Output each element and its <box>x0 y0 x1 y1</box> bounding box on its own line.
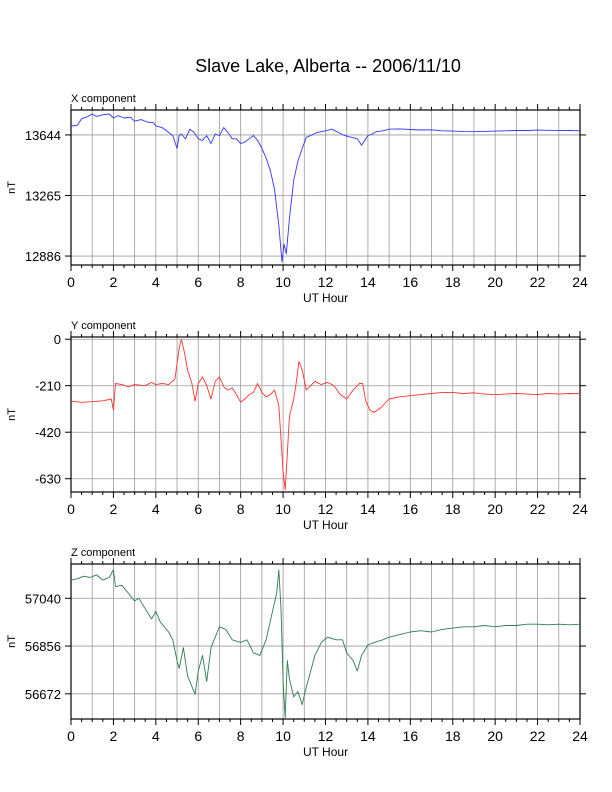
x-tick-label: 8 <box>237 728 245 744</box>
x-axis-label: UT Hour <box>303 291 348 305</box>
x-tick-label: 22 <box>530 274 546 290</box>
x-tick-label: 4 <box>152 501 160 517</box>
x-tick-label: 6 <box>194 501 202 517</box>
panel-label: Y component <box>71 320 136 332</box>
x-tick-label: 14 <box>360 728 376 744</box>
x-tick-label: 10 <box>275 501 291 517</box>
x-tick-label: 22 <box>530 728 546 744</box>
x-tick-label: 20 <box>487 274 503 290</box>
chart-title: Slave Lake, Alberta -- 2006/11/10 <box>195 56 461 76</box>
y-tick-label: 12886 <box>25 249 61 264</box>
y-tick-label: -420 <box>35 425 61 440</box>
data-series-line <box>70 338 581 491</box>
data-series-line <box>70 113 581 263</box>
x-tick-label: 10 <box>275 728 291 744</box>
x-tick-label: 0 <box>67 501 75 517</box>
x-tick-label: 20 <box>487 501 503 517</box>
x-tick-label: 8 <box>237 501 245 517</box>
x-tick-label: 18 <box>445 728 461 744</box>
x-tick-label: 16 <box>403 728 419 744</box>
x-tick-label: 4 <box>152 728 160 744</box>
y-tick-label: 56856 <box>25 639 61 654</box>
x-tick-label: 14 <box>360 501 376 517</box>
panel-label: X component <box>71 93 136 105</box>
y-tick-label: -210 <box>35 379 61 394</box>
y-tick-label: -630 <box>35 472 61 487</box>
x-axis-label: UT Hour <box>303 745 348 759</box>
x-tick-label: 12 <box>318 274 334 290</box>
x-tick-label: 16 <box>403 501 419 517</box>
x-tick-label: 10 <box>275 274 291 290</box>
x-tick-label: 2 <box>110 501 118 517</box>
x-tick-label: 20 <box>487 728 503 744</box>
x-tick-label: 18 <box>445 501 461 517</box>
x-axis-label: UT Hour <box>303 518 348 532</box>
x-tick-label: 24 <box>572 501 588 517</box>
data-series-line <box>70 569 581 719</box>
x-tick-label: 4 <box>152 274 160 290</box>
x-tick-label: 2 <box>110 728 118 744</box>
y-tick-label: 0 <box>54 332 61 347</box>
y-axis-label: nT <box>6 408 18 421</box>
y-tick-label: 13644 <box>25 128 61 143</box>
x-tick-label: 6 <box>194 728 202 744</box>
y-axis-label: nT <box>6 181 18 194</box>
panel-label: Z component <box>71 547 135 559</box>
x-tick-label: 12 <box>318 728 334 744</box>
x-tick-label: 0 <box>67 274 75 290</box>
y-tick-label: 57040 <box>25 591 61 606</box>
x-tick-label: 16 <box>403 274 419 290</box>
y-tick-label: 56672 <box>25 687 61 702</box>
x-tick-label: 0 <box>67 728 75 744</box>
y-axis-label: nT <box>6 635 18 648</box>
x-tick-label: 8 <box>237 274 245 290</box>
y-tick-label: 13265 <box>25 188 61 203</box>
x-tick-label: 18 <box>445 274 461 290</box>
x-tick-label: 24 <box>572 728 588 744</box>
x-tick-label: 6 <box>194 274 202 290</box>
x-tick-label: 24 <box>572 274 588 290</box>
x-tick-label: 22 <box>530 501 546 517</box>
x-tick-label: 14 <box>360 274 376 290</box>
x-tick-label: 2 <box>110 274 118 290</box>
x-tick-label: 12 <box>318 501 334 517</box>
